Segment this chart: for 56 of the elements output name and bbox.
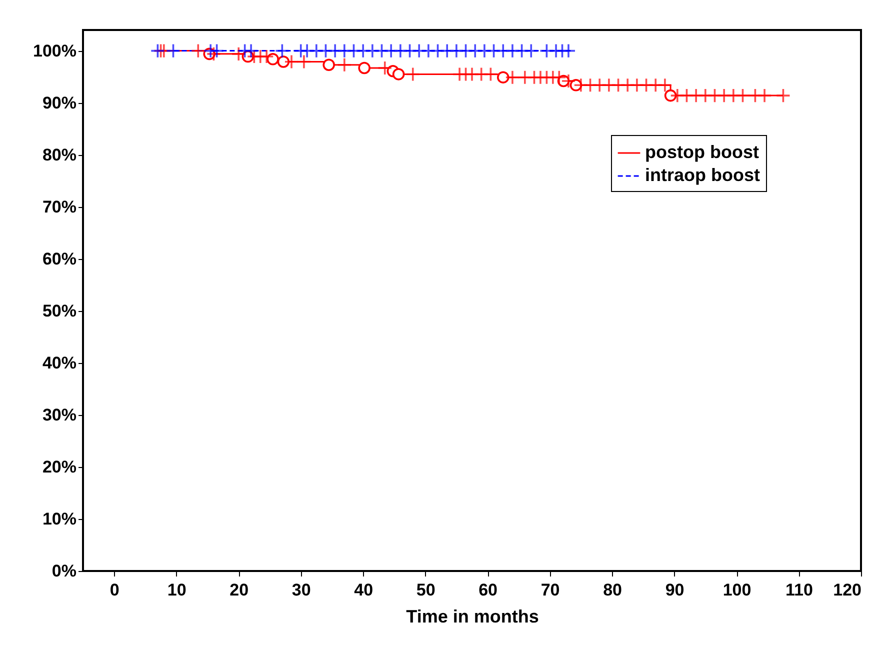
y-tick-label: 10% [42,509,76,528]
y-tick-label: 20% [42,457,76,476]
x-tick-label: 80 [603,580,622,600]
point [150,43,166,58]
legend-label: intraop boost [645,165,760,185]
point [552,70,567,85]
x-tick-label: 0 [110,580,120,600]
point [244,43,258,58]
point [392,68,405,80]
point [505,70,520,85]
x-tick-label: 100 [722,580,752,600]
x-tick-label: 110 [786,580,813,600]
x-tick-label: 50 [416,580,436,600]
point [274,43,290,58]
y-tick-label: 80% [42,145,76,164]
point [377,60,392,76]
point [296,54,312,70]
y-tick-label: 40% [42,353,76,372]
point [284,54,299,70]
x-tick-label: 60 [478,580,498,600]
point [658,78,672,93]
x-axis-title: Time in months [406,606,539,626]
y-tick-label: 50% [42,301,76,320]
y-tick-label: 70% [42,197,76,216]
point [735,88,750,103]
x-tick-label: 70 [540,580,560,600]
point [322,58,335,71]
y-tick-label: 30% [42,405,76,424]
point [524,43,539,58]
x-tick-label: 20 [230,580,249,600]
point [209,43,224,58]
point [336,57,352,72]
x-tick-label: 90 [665,580,684,600]
y-tick-label: 60% [42,249,76,268]
point [206,46,222,62]
point [561,43,576,58]
point [757,88,772,103]
point [166,43,181,58]
y-tick-label: 90% [42,93,76,112]
point [496,71,510,84]
point [190,43,206,58]
x-tick-label: 120 [833,580,862,600]
y-tick-label: 0% [52,562,76,580]
point [259,49,274,64]
y-tick-label: 100% [33,41,76,60]
x-tick-label: 40 [354,580,374,600]
legend-label: postop boost [645,142,759,162]
x-tick-label: 30 [292,580,311,600]
point [776,88,791,103]
point [561,74,576,88]
point [358,62,370,74]
x-tick-label: 10 [167,580,186,600]
point [483,66,498,82]
point [231,46,246,62]
point [277,56,290,68]
point [405,66,420,82]
